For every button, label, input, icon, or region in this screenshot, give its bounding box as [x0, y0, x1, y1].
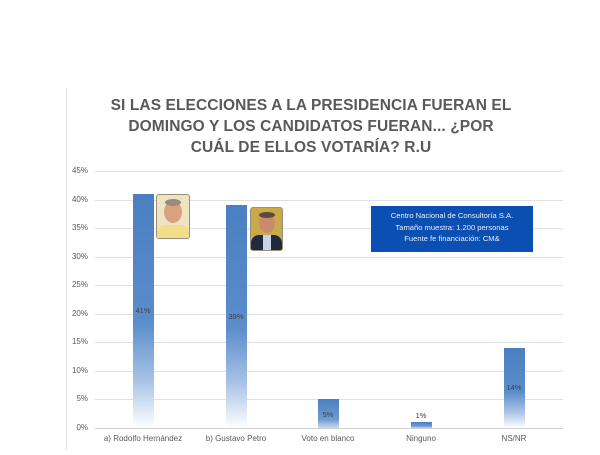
- bar-value-label: 1%: [415, 411, 427, 420]
- bar: [411, 422, 432, 428]
- gridline: [95, 314, 563, 315]
- source-info-box: Centro Nacional de Consultoría S.A. Tama…: [371, 206, 533, 252]
- y-tick-label: 0%: [76, 423, 88, 432]
- bar: [318, 399, 339, 428]
- bar: [133, 194, 154, 428]
- y-tick-label: 45%: [71, 166, 88, 175]
- rodolfo-hernandez-photo: [156, 194, 190, 239]
- x-category-label: NS/NR: [501, 434, 527, 443]
- gridline: [95, 342, 563, 343]
- gridline: [95, 228, 563, 229]
- bar: [504, 348, 525, 428]
- y-tick-label: 20%: [71, 309, 88, 318]
- y-tick-label: 5%: [76, 394, 88, 403]
- source-line-2: Tamaño muestra: 1.200 personas: [395, 222, 509, 232]
- gridline: [95, 428, 563, 429]
- x-category-label: Voto en blanco: [301, 434, 355, 443]
- y-tick-label: 15%: [71, 337, 88, 346]
- y-tick-label: 40%: [71, 195, 88, 204]
- title-line-3: CUÁL DE ELLOS VOTARÍA? R.U: [190, 139, 432, 156]
- title-line-1: SI LAS ELECCIONES A LA PRESIDENCIA FUERA…: [110, 97, 512, 114]
- gustavo-petro-photo: [250, 207, 283, 251]
- x-category-label: Ninguno: [406, 434, 436, 443]
- title-line-2: DOMINGO Y LOS CANDIDATOS FUERAN... ¿POR: [128, 118, 494, 135]
- gridline: [95, 285, 563, 286]
- bar-value-label: 14%: [506, 383, 522, 392]
- source-line-3: Fuente fe financiación: CM&: [404, 234, 500, 243]
- bar-value-label: 5%: [322, 410, 334, 419]
- y-tick-label: 10%: [71, 366, 88, 375]
- x-category-label: a) Rodolfo Hernández: [103, 434, 183, 443]
- y-tick-label: 35%: [71, 223, 88, 232]
- bar-value-label: 39%: [228, 312, 244, 321]
- y-tick-label: 30%: [71, 252, 88, 261]
- bar: [226, 205, 247, 428]
- source-line-1: Centro Nacional de Consultoría S.A.: [390, 211, 514, 220]
- chart-title: SI LAS ELECCIONES A LA PRESIDENCIA FUERA…: [96, 95, 526, 158]
- x-category-label: b) Gustavo Petro: [205, 434, 267, 443]
- gridline: [95, 371, 563, 372]
- chart-frame-border: [66, 88, 67, 450]
- gridline: [95, 257, 563, 258]
- gridline: [95, 200, 563, 201]
- bar-value-label: 41%: [135, 306, 151, 315]
- y-tick-label: 25%: [71, 280, 88, 289]
- gridline: [95, 171, 563, 172]
